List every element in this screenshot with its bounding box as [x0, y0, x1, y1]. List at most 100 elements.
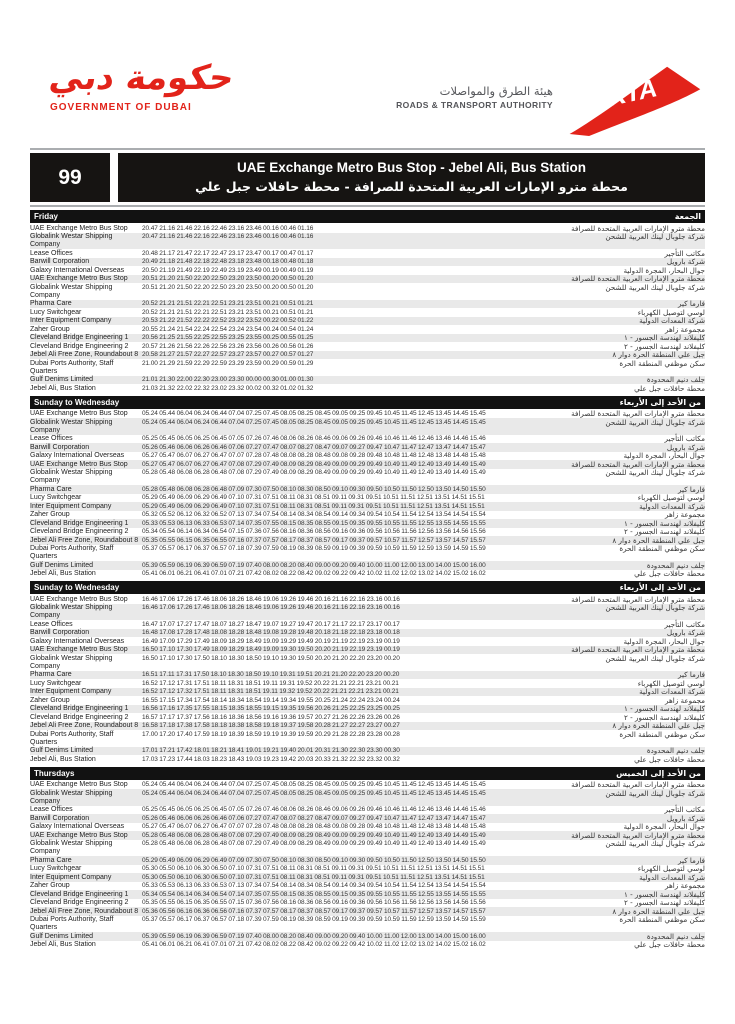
time-cell: 08.26 [297, 806, 314, 813]
time-cell: 07.13 [228, 511, 245, 518]
stop-name-en: UAE Exchange Metro Bus Stop [30, 595, 128, 603]
departure-times: 05.29 05.49 06.09 06.29 06.49 07.09 07.30 07.50… [142, 856, 494, 865]
time-cell: 17.09 [159, 637, 176, 645]
time-cell: 09.55 [366, 890, 383, 898]
time-cell: 01.02 [280, 384, 297, 392]
time-cell: 07.47 [262, 443, 279, 451]
time-cell: 06.14 [176, 528, 193, 535]
stop-row: Lucy Switchgear 16.52 17.12 17.31 17.51 18.1… [30, 679, 705, 688]
departure-times: 05.26 05.46 06.06 06.26 06.46 07.06 07.27 07.47… [142, 443, 494, 452]
time-cell: 10.45 [383, 781, 400, 788]
time-cell: 07.51 [262, 873, 279, 881]
time-cell: 19.40 [280, 747, 297, 754]
timetable-section: Thursdays من الأحد إلى الخميس UAE Exchan… [30, 766, 705, 950]
time-cell: 00.30 [262, 376, 279, 383]
stop-name-en: Galaxy International Overseas [30, 823, 125, 830]
time-cell: 14.59 [452, 545, 469, 552]
time-cell: 05.54 [159, 890, 176, 898]
time-cell: 10.55 [383, 890, 400, 898]
time-cell: 07.08 [228, 831, 245, 839]
time-cell: 19.06 [262, 595, 279, 603]
time-cell: 19.23 [262, 755, 279, 763]
route-title-english: UAE Exchange Metro Bus Stop - Jebel Ali,… [236, 160, 587, 175]
time-cell: 11.47 [401, 443, 417, 451]
time-cell: 00.18 [262, 258, 279, 265]
time-cell: 00.27 [383, 722, 400, 729]
time-cell: 18.54 [245, 696, 262, 704]
departure-times: 05.29 05.49 06.09 06.29 06.49 07.10 07.31 07.51… [142, 502, 494, 511]
time-cell: 22.46 [211, 224, 227, 232]
time-cell: 07.13 [228, 882, 245, 889]
time-cell: 00.17 [383, 620, 400, 628]
time-cell: 07.40 [245, 561, 262, 569]
time-cell: 19.19 [262, 730, 279, 738]
departure-times: 16.51 17.11 17.31 17.50 18.10 18.30 18.50 19.10… [142, 671, 494, 680]
stop-name-en: UAE Exchange Metro Bus Stop [30, 646, 128, 653]
stop-name-ar: محطة حافلات جبل علي [634, 383, 705, 393]
time-cell: 10.57 [383, 536, 400, 544]
time-cell: 12.48 [418, 823, 434, 830]
stop-name-en: Barwill Corporation [30, 629, 90, 636]
time-cell: 07.31 [245, 873, 262, 881]
time-cell: 09.07 [332, 443, 348, 451]
time-cell: 08.14 [280, 511, 297, 518]
time-cell: 00.24 [383, 696, 400, 704]
time-cell: 05.47 [159, 460, 176, 468]
departure-times: 20.58 21.27 21.57 22.27 22.57 23.27 23.57 00.27… [142, 351, 494, 360]
time-cell: 08.07 [280, 814, 297, 822]
stop-name-en: Lucy Switchgear [30, 308, 82, 316]
time-cell: 06.21 [176, 570, 193, 577]
stop-row: UAE Exchange Metro Bus Stop 05.24 05.44 06… [30, 410, 705, 419]
time-cell: 23.50 [245, 275, 262, 282]
time-cell: 22.21 [193, 300, 210, 307]
time-cell: 10.45 [383, 789, 400, 797]
time-cell: 08.11 [280, 873, 296, 881]
departure-times: 05.24 05.44 06.04 06.24 06.44 07.04 07.25 07.45… [142, 410, 494, 419]
time-cell: 07.21 [228, 941, 245, 948]
section-header-bar: Sunday to Wednesday من الأحد إلى الأربعا… [30, 581, 705, 594]
time-cell: 23.17 [366, 620, 383, 628]
time-cell: 08.06 [280, 806, 297, 813]
stop-name-ar: لوسي لتوصيل الكهرباء [637, 864, 705, 873]
time-cell: 08.42 [297, 570, 314, 577]
time-cell: 09.40 [349, 561, 366, 569]
stop-row: Globalink Westar Shipping Company 16.46 1… [30, 603, 705, 620]
time-cell: 06.41 [193, 941, 210, 948]
route-title-arabic: محطة مترو الإمارات العربية المتحدة للصرا… [195, 179, 628, 194]
time-cell: 14.45 [452, 781, 469, 788]
stop-row: Dubai Ports Authority, Staff Quarters 17… [30, 730, 705, 747]
stop-name-ar: شركة جلوبال لينك العربية للشحن [605, 603, 705, 612]
time-cell: 01.16 [297, 233, 314, 240]
time-cell: 08.16 [280, 528, 297, 535]
stop-name-ar: سكن موظفي المنطقة الحرة [619, 915, 705, 924]
time-cell: 22.32 [193, 384, 210, 392]
time-cell: 06.12 [176, 511, 193, 518]
time-cell: 21.16 [159, 224, 176, 232]
time-cell: 00.20 [262, 275, 279, 282]
time-cell: 12.45 [418, 410, 434, 417]
time-cell: 10.54 [383, 882, 400, 889]
time-cell: 20.52 [142, 308, 158, 316]
route-number-badge: 99 [30, 153, 110, 202]
stop-name-en: Pharma Care [30, 485, 72, 493]
time-cell: 06.28 [193, 840, 210, 847]
time-cell: 09.37 [349, 907, 366, 915]
time-cell: 11.47 [401, 814, 417, 822]
time-cell: 23.25 [228, 334, 245, 341]
stop-name-ar: سكن موظفي المنطقة الحرة [619, 544, 705, 553]
time-cell: 08.45 [314, 410, 331, 417]
time-cell: 11.56 [401, 528, 417, 535]
time-cell: 09.35 [349, 519, 366, 527]
time-cell: 19.52 [296, 679, 313, 687]
time-cell: 08.54 [314, 511, 331, 518]
time-cell: 18.58 [245, 722, 262, 729]
time-cell: 09.42 [349, 941, 366, 948]
time-cell: 12.49 [418, 469, 434, 476]
time-cell: 19.51 [297, 671, 313, 678]
time-cell: 22.19 [349, 646, 366, 653]
section-header-bar: Sunday to Wednesday من الأحد إلى الأربعا… [30, 395, 705, 409]
time-cell: 17.48 [193, 629, 210, 636]
time-cell: 11.49 [401, 469, 417, 476]
time-cell: 19.49 [297, 637, 314, 645]
